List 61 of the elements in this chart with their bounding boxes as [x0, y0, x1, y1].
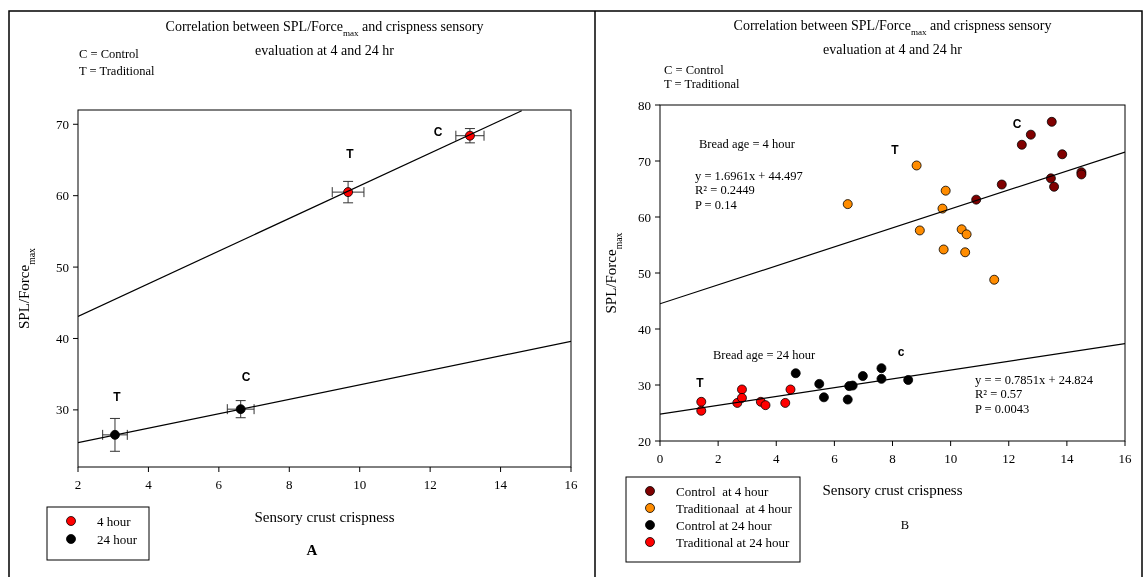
- x-tick-label: 12: [423, 477, 437, 492]
- legend-label: Control at 24 hour: [676, 517, 773, 533]
- legend-label: 24 hour: [97, 531, 138, 547]
- annotation: T: [891, 143, 900, 157]
- x-tick-label: 6: [215, 477, 223, 492]
- annotation: C: [1012, 117, 1022, 131]
- annotation: C: [433, 125, 443, 139]
- legend-label: Control at 4 hour: [676, 483, 770, 499]
- x-tick-label: 4: [773, 451, 780, 466]
- y-tick-label: 50: [638, 265, 651, 281]
- annotation: P = 0.0043: [975, 402, 1030, 416]
- x-tick-label: 0: [656, 451, 664, 466]
- annotation: R² = 0.57: [975, 387, 1023, 401]
- x-tick-label: 4: [145, 477, 153, 492]
- annotation: R² = 0.2449: [695, 183, 755, 197]
- x-tick-label: 14: [494, 477, 508, 492]
- legend-label: Traditionaal at 4 hour: [676, 500, 793, 516]
- annotation: Bread age = 24 hour: [713, 348, 816, 362]
- annotation: y = 1.6961x + 44.497: [695, 169, 803, 183]
- text: T = Traditional: [664, 77, 741, 91]
- x-tick-label: 2: [714, 451, 722, 466]
- legend-label: 4 hour: [97, 513, 132, 529]
- x-tick-label: 6: [831, 451, 839, 466]
- x-tick-label: 10: [353, 477, 367, 492]
- annotation: P = 0.14: [695, 198, 738, 212]
- annotation: T: [346, 147, 355, 161]
- annotation: T: [113, 390, 122, 404]
- annotation: c: [897, 345, 905, 359]
- y-tick-label: 40: [56, 330, 69, 346]
- legend-label: Traditional at 24 hour: [676, 534, 790, 550]
- text: B: [900, 518, 910, 532]
- y-tick-label: 70: [56, 116, 69, 132]
- x-tick-label: 8: [889, 451, 896, 466]
- x-tick-label: 16: [1118, 451, 1132, 466]
- x-tick-label: 2: [74, 477, 82, 492]
- text: C = Control: [664, 63, 725, 77]
- chart-title: Correlation between SPL/Force$_{max}$ and crispness sensory evaluation at 4 and 24 hr: [733, 18, 1052, 57]
- chart-title: Correlation between SPL/Force$_{max}$ and crispness sensory evaluation at 4 and 24 hr: [165, 19, 484, 58]
- y-tick-label: 70: [638, 153, 651, 169]
- x-tick-label: 8: [286, 477, 293, 492]
- text: C = Control: [79, 47, 140, 61]
- text: A: [306, 542, 318, 558]
- x-axis-title: Sensory crust crispness: [822, 482, 963, 498]
- y-tick-label: 20: [638, 433, 651, 449]
- x-tick-label: 14: [1060, 451, 1074, 466]
- y-tick-label: 50: [56, 259, 69, 275]
- x-tick-label: 10: [944, 451, 958, 466]
- x-tick-label: 12: [1002, 451, 1016, 466]
- x-tick-label: 16: [564, 477, 578, 492]
- y-tick-label: 40: [638, 321, 651, 337]
- y-tick-label: 80: [638, 97, 651, 113]
- y-tick-label: 30: [56, 402, 69, 418]
- y-tick-label: 60: [56, 188, 69, 204]
- y-tick-label: 60: [638, 209, 651, 225]
- annotation: y = = 0.7851x + 24.824: [975, 373, 1094, 387]
- annotation: T: [696, 376, 705, 390]
- annotation: Bread age = 4 hour: [699, 137, 796, 151]
- annotation: C: [241, 370, 251, 384]
- text: T = Traditional: [79, 64, 156, 78]
- x-axis-title: Sensory crust crispness: [254, 509, 395, 525]
- y-tick-label: 30: [638, 377, 651, 393]
